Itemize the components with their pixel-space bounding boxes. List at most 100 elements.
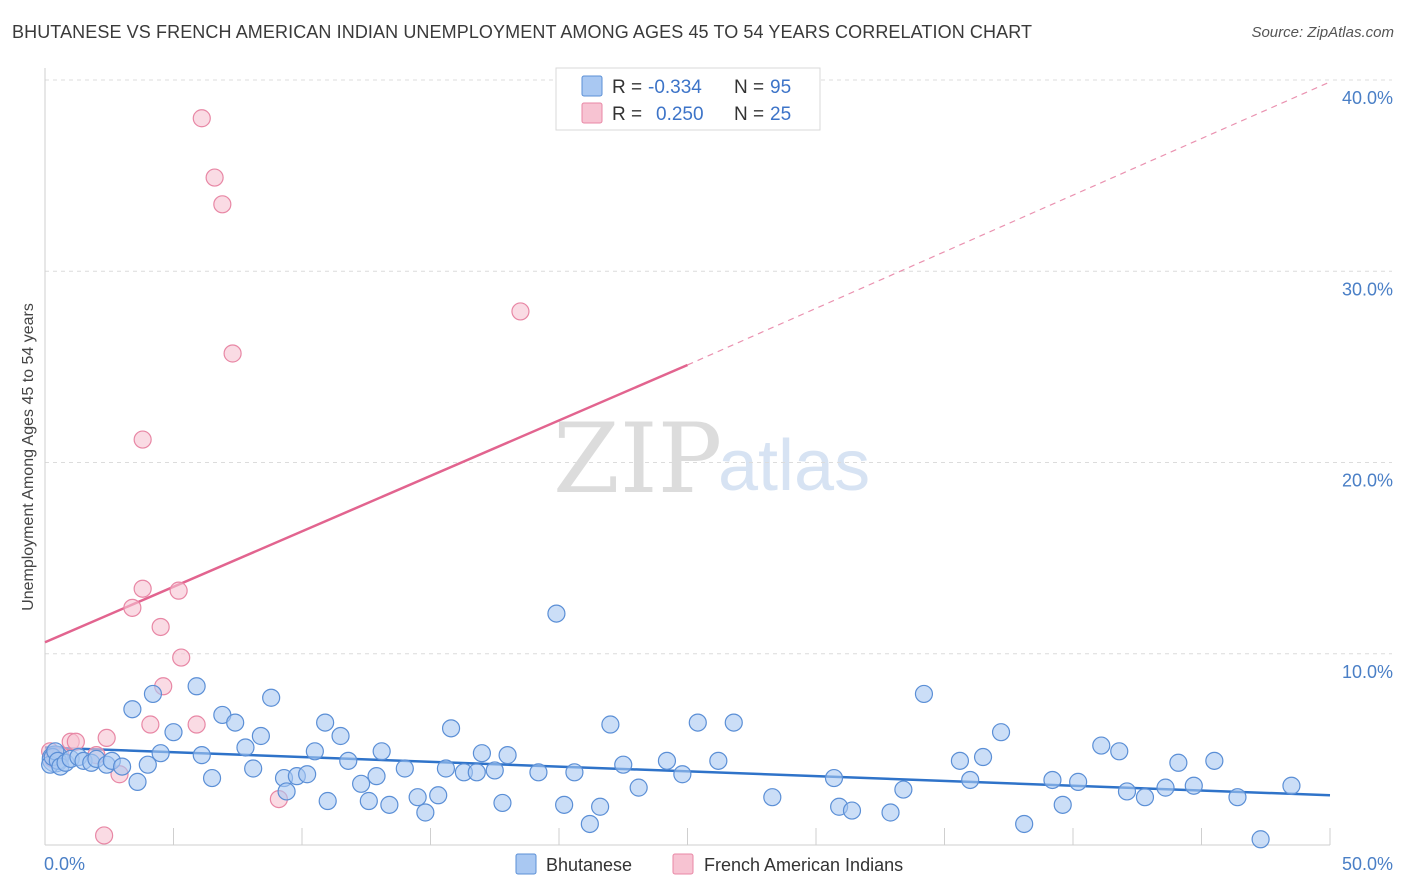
axes	[44, 68, 1331, 846]
legend-n-value: 25	[770, 104, 791, 125]
chart-title: BHUTANESE VS FRENCH AMERICAN INDIAN UNEM…	[12, 22, 1033, 42]
bhutanese-point	[472, 744, 491, 763]
bhutanese-point	[673, 765, 692, 784]
bhutanese-point	[580, 814, 599, 834]
bhutanese-point	[1135, 788, 1155, 807]
bhutanese-point	[824, 768, 844, 788]
french-american-indians-point	[133, 579, 152, 598]
french-american-indians-point	[223, 344, 242, 363]
french-american-indians-point	[205, 168, 224, 187]
bhutanese-point	[1043, 770, 1062, 790]
bhutanese-point	[614, 755, 633, 774]
bhutanese-point	[339, 751, 358, 770]
bhutanese-point	[1282, 776, 1301, 795]
bhutanese-point	[547, 604, 566, 623]
legend-r-value: -0.334	[648, 77, 702, 98]
x-tick-label: 0.0%	[44, 854, 85, 874]
bhutanese-point	[881, 803, 900, 822]
legend-n-label: N =	[734, 104, 764, 125]
bhutanese-point	[298, 765, 317, 784]
bhutanese-point	[1205, 751, 1224, 770]
bhutanese-point	[709, 751, 728, 770]
french-american-indians-point	[151, 617, 170, 637]
bhutanese-point	[493, 793, 512, 813]
x-tick-label: 50.0%	[1342, 854, 1393, 874]
bhutanese-point	[236, 738, 255, 757]
bottom-legend-french-american-indians: French American Indians	[704, 855, 903, 875]
bhutanese-point	[842, 801, 862, 820]
french-american-indians-point	[511, 302, 530, 321]
bhutanese-point	[973, 747, 993, 767]
bhutanese-point	[1251, 830, 1270, 849]
bhutanese-point	[138, 755, 157, 774]
bhutanese-point	[1169, 753, 1188, 772]
series-legend: Bhutanese French American Indians	[515, 853, 903, 875]
y-axis-label: Unemployment Among Ages 45 to 54 years	[20, 303, 37, 611]
bhutanese-point	[367, 767, 386, 786]
legend-n-value: 95	[770, 77, 791, 98]
bhutanese-point	[555, 795, 574, 814]
bhutanese-point	[914, 684, 934, 704]
bhutanese-point	[143, 684, 163, 704]
y-tick-label: 30.0%	[1342, 279, 1393, 299]
bhutanese-point	[529, 763, 548, 782]
bhutanese-point	[1053, 795, 1072, 814]
french-american-indians-point	[97, 728, 116, 748]
gridlines	[45, 79, 1392, 655]
bhutanese-point	[226, 713, 245, 732]
french-american-indians-point	[133, 430, 152, 449]
legend-r-label: R =	[612, 104, 642, 125]
bhutanese-point	[436, 759, 456, 778]
french-american-indians-point	[213, 195, 232, 214]
source-credit: Source: ZipAtlas.com	[1251, 24, 1394, 41]
pink-trendline-extension	[687, 81, 1331, 366]
bhutanese-point	[991, 723, 1011, 742]
bhutanese-point	[1110, 742, 1129, 761]
bhutanese-point	[657, 751, 677, 770]
legend-swatch-french-american-indians	[581, 102, 603, 124]
bhutanese-point	[416, 803, 435, 822]
bhutanese-point	[485, 761, 504, 780]
bhutanese-point	[202, 768, 222, 788]
bhutanese-point	[441, 719, 461, 738]
bottom-legend-swatch-bhutanese	[515, 853, 537, 875]
tick-labels: 10.0% 20.0% 30.0% 40.0% 0.0% 50.0%	[44, 88, 1393, 874]
y-tick-label: 10.0%	[1342, 662, 1393, 682]
bhutanese-point	[305, 742, 324, 761]
y-tick-label: 20.0%	[1342, 471, 1393, 491]
bhutanese-point	[395, 759, 414, 778]
bhutanese-point	[429, 786, 448, 805]
bhutanese-point	[1015, 814, 1034, 834]
bhutanese-point	[1092, 736, 1111, 755]
bhutanese-point	[316, 713, 335, 732]
bhutanese-point	[380, 795, 399, 814]
legend-r-label: R =	[612, 77, 642, 98]
pink-trendline-solid	[44, 363, 688, 644]
correlation-legend: R = -0.334 N = 95 R = 0.250 N = 25	[555, 67, 821, 131]
bhutanese-point	[950, 751, 970, 770]
y-tick-label: 40.0%	[1342, 88, 1393, 108]
bhutanese-point	[763, 788, 782, 807]
bhutanese-point	[318, 791, 337, 811]
bhutanese-point	[1069, 772, 1088, 791]
bhutanese-point	[408, 788, 427, 807]
bottom-legend-swatch-french-american-indians	[672, 853, 694, 875]
bhutanese-point	[359, 791, 378, 811]
bhutanese-point	[629, 778, 648, 797]
french-american-indians-point	[95, 826, 114, 845]
bhutanese-point	[123, 700, 142, 719]
bhutanese-point	[331, 726, 350, 746]
french-american-indians-point	[192, 109, 211, 128]
bhutanese-point	[1184, 776, 1203, 795]
bhutanese-point	[498, 746, 517, 765]
bhutanese-point	[467, 763, 486, 782]
french-american-indians-point	[123, 598, 142, 617]
bhutanese-point	[251, 726, 270, 746]
bhutanese-point	[894, 780, 913, 799]
watermark-zip: ZIP	[553, 403, 722, 515]
bhutanese-point	[164, 723, 183, 742]
bhutanese-point	[192, 746, 211, 765]
french-american-indians-point	[187, 715, 206, 734]
bhutanese-point	[187, 677, 206, 696]
